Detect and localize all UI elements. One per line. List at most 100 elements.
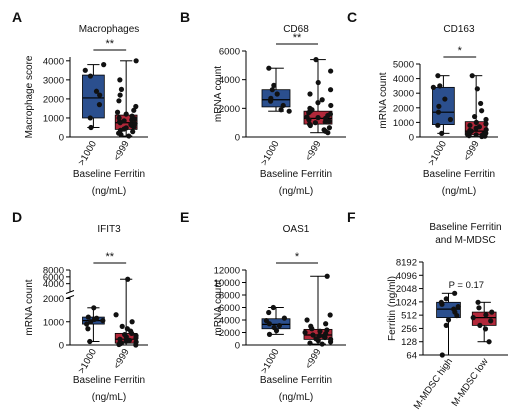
- data-point: [455, 303, 461, 310]
- y-tick-label: 1000: [393, 118, 414, 129]
- data-point: [321, 127, 327, 133]
- x-axis-label-units: (ng/mL): [92, 186, 126, 197]
- data-point: [82, 67, 88, 73]
- data-point: [328, 336, 334, 342]
- significance-marker: *: [458, 45, 463, 57]
- data-point: [133, 103, 139, 110]
- series-high: [430, 73, 455, 136]
- data-point: [316, 333, 323, 339]
- y-tick-label: 4096: [396, 271, 417, 282]
- data-point: [327, 87, 334, 93]
- data-point: [85, 326, 91, 332]
- data-point: [133, 58, 139, 64]
- p-value-label: P = 0.17: [449, 280, 484, 291]
- y-tick-label: 8192: [396, 258, 417, 269]
- data-point: [436, 103, 442, 109]
- y-tick-label: 2000: [393, 103, 414, 114]
- y-tick-label: 1000: [43, 113, 64, 124]
- data-point: [118, 86, 125, 92]
- panel-title: and M-MDSC: [435, 235, 496, 246]
- y-tick-label: 12000: [214, 266, 240, 277]
- y-tick-label: 2000: [43, 94, 64, 105]
- data-point: [467, 122, 473, 128]
- y-tick-label: 6000: [219, 47, 240, 58]
- data-point: [271, 324, 277, 331]
- y-tick-label: 4000: [393, 74, 414, 85]
- x-tick-label: >1000: [76, 139, 99, 168]
- data-point: [133, 339, 139, 345]
- data-point: [88, 319, 94, 325]
- series-low: [114, 58, 139, 139]
- data-point: [286, 108, 292, 114]
- panel-title: OAS1: [283, 224, 310, 235]
- data-point: [93, 88, 100, 94]
- significance-marker: **: [105, 251, 114, 263]
- data-point: [130, 129, 136, 135]
- x-tick-label: >1000: [426, 139, 449, 168]
- y-tick-label: 10000: [214, 278, 240, 289]
- data-point: [307, 340, 313, 346]
- x-axis-label-units: (ng/mL): [442, 186, 476, 197]
- y-tick-label: 4000: [219, 316, 240, 327]
- data-point: [306, 121, 313, 127]
- y-tick-label: 5000: [393, 60, 414, 71]
- data-point: [319, 97, 325, 103]
- data-point: [87, 115, 93, 121]
- data-point: [483, 121, 489, 127]
- data-point: [430, 84, 436, 90]
- y-tick-label: 128: [401, 337, 417, 348]
- panel-label: F: [347, 209, 356, 225]
- data-point: [84, 321, 90, 327]
- data-point: [263, 318, 269, 324]
- panel-label: E: [180, 209, 189, 225]
- data-point: [319, 341, 325, 347]
- data-point: [483, 127, 489, 133]
- series-low: [464, 73, 489, 140]
- data-point: [435, 73, 441, 79]
- y-axis-label: mRNA count: [378, 72, 389, 128]
- data-point: [313, 57, 319, 63]
- data-point: [452, 290, 458, 296]
- data-point: [266, 65, 272, 71]
- data-point: [469, 73, 475, 79]
- y-tick-label: 0: [59, 133, 64, 144]
- data-point: [310, 332, 316, 338]
- data-point: [116, 115, 122, 121]
- data-point: [474, 86, 480, 92]
- data-point: [475, 299, 481, 305]
- data-point: [268, 95, 274, 101]
- data-point: [307, 105, 313, 111]
- data-point: [266, 309, 272, 316]
- x-axis-label: Baseline Ferritin: [423, 169, 495, 180]
- x-axis-label: Baseline Ferritin: [73, 169, 145, 180]
- x-axis-label: Baseline Ferritin: [260, 375, 332, 386]
- y-tick-label: 0: [59, 341, 64, 352]
- y-tick-label: 64: [406, 351, 417, 362]
- data-point: [124, 326, 130, 332]
- data-point: [327, 111, 333, 117]
- x-tick-label: >1000: [76, 347, 99, 376]
- data-point: [88, 124, 94, 131]
- y-tick-label: 4000: [43, 56, 64, 67]
- data-point: [266, 331, 273, 337]
- y-tick-label: 1000: [43, 317, 64, 328]
- data-point: [489, 309, 495, 315]
- data-point: [447, 116, 454, 123]
- data-point: [122, 331, 128, 338]
- data-point: [451, 306, 457, 312]
- x-tick-label: >1000: [259, 347, 282, 376]
- box: [432, 86, 455, 125]
- data-point: [85, 314, 91, 320]
- data-point: [270, 304, 276, 311]
- data-point: [304, 317, 310, 323]
- data-point: [123, 111, 129, 117]
- data-point: [132, 121, 138, 127]
- data-point: [125, 276, 131, 282]
- y-tick-label: 4000: [219, 75, 240, 86]
- y-tick-label: 3000: [393, 89, 414, 100]
- series-high: [82, 62, 107, 131]
- y-axis-label: Macrophage score: [24, 55, 35, 138]
